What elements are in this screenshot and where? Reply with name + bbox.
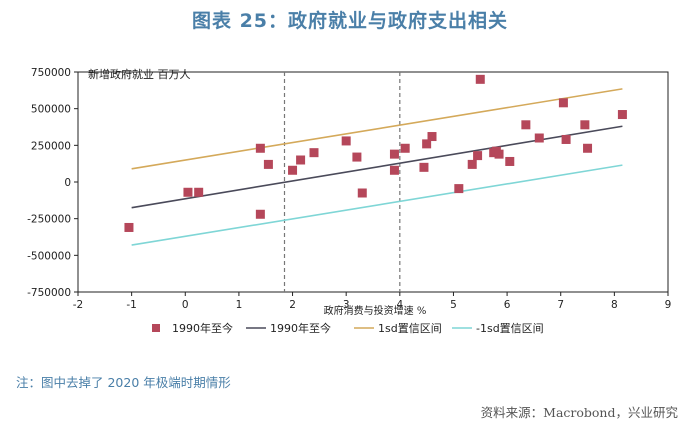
scatter-chart: 750000 500000 250000 0 -250000 -500000 -750000… — [27, 67, 672, 335]
reference-lines — [283, 72, 401, 292]
x-tick-label: 8 — [611, 299, 618, 311]
data-point — [255, 143, 265, 153]
data-point — [583, 143, 593, 153]
y-axis: 750000 500000 250000 0 -250000 -500000 -750000 — [27, 67, 78, 299]
x-tick-label: 7 — [557, 299, 564, 311]
x-tick-label: 4 — [396, 299, 403, 311]
x-tick-label: -1 — [126, 299, 136, 311]
data-point — [419, 162, 429, 172]
legend-marker — [152, 324, 160, 332]
x-tick-label: -2 — [73, 299, 83, 311]
data-point — [454, 184, 464, 194]
y-tick-label: 500000 — [31, 104, 71, 116]
data-point — [288, 165, 298, 175]
legend-label: 1990年至今 — [172, 321, 233, 335]
x-tick-label: 6 — [504, 299, 511, 311]
series-line — [131, 88, 623, 170]
series-points — [124, 74, 627, 232]
data-point — [124, 222, 134, 232]
data-point — [422, 139, 432, 149]
data-point — [534, 133, 544, 143]
data-point — [427, 132, 437, 142]
y-axis-label: 新增政府就业 百万人 — [88, 67, 191, 81]
y-tick-label: -500000 — [27, 250, 71, 262]
data-point — [352, 152, 362, 162]
data-point — [400, 143, 410, 153]
data-point — [617, 110, 627, 120]
y-tick-label: 750000 — [31, 67, 71, 79]
source-note: 资料来源：Macrobond，兴业研究 — [480, 405, 678, 420]
data-point — [521, 120, 531, 130]
data-point — [341, 136, 351, 146]
x-tick-label: 9 — [665, 299, 672, 311]
data-point — [194, 187, 204, 197]
x-tick-label: 0 — [182, 299, 189, 311]
x-tick-label: 5 — [450, 299, 457, 311]
chart-title: 图表 25：政府就业与政府支出相关 — [191, 10, 509, 32]
footnote: 注：图中去掉了 2020 年极端时期情形 — [16, 375, 231, 390]
data-point — [389, 149, 399, 159]
data-point — [505, 156, 515, 166]
series-line — [131, 164, 623, 246]
data-point — [357, 188, 367, 198]
data-point — [475, 74, 485, 84]
data-point — [183, 187, 193, 197]
series-lines — [131, 88, 623, 246]
data-point — [580, 120, 590, 130]
data-point — [389, 165, 399, 175]
x-axis-label: 政府消费与投资增速 % — [324, 304, 427, 317]
legend: 1990年至今 1990年至今 1sd置信区间 -1sd置信区间 — [152, 321, 544, 335]
legend-label: 1990年至今 — [270, 321, 331, 335]
x-tick-label: 1 — [236, 299, 243, 311]
data-point — [255, 209, 265, 219]
plot-frame — [77, 71, 669, 293]
legend-label: 1sd置信区间 — [378, 322, 442, 335]
data-point — [467, 159, 477, 169]
x-axis: -2 -1 0 1 2 3 4 5 6 7 8 9 — [73, 292, 672, 311]
legend-label: -1sd置信区间 — [476, 322, 544, 335]
data-point — [296, 155, 306, 165]
y-tick-label: 250000 — [31, 140, 71, 152]
data-point — [473, 151, 483, 161]
data-point — [263, 159, 273, 169]
data-point — [558, 98, 568, 108]
x-tick-label: 2 — [289, 299, 296, 311]
data-point — [309, 148, 319, 158]
data-point — [561, 134, 571, 144]
y-tick-label: -250000 — [27, 214, 71, 226]
x-tick-label: 3 — [343, 299, 350, 311]
y-tick-label: 0 — [64, 177, 71, 189]
y-tick-label: -750000 — [27, 287, 71, 299]
series-line — [131, 125, 623, 209]
data-point — [494, 149, 504, 159]
